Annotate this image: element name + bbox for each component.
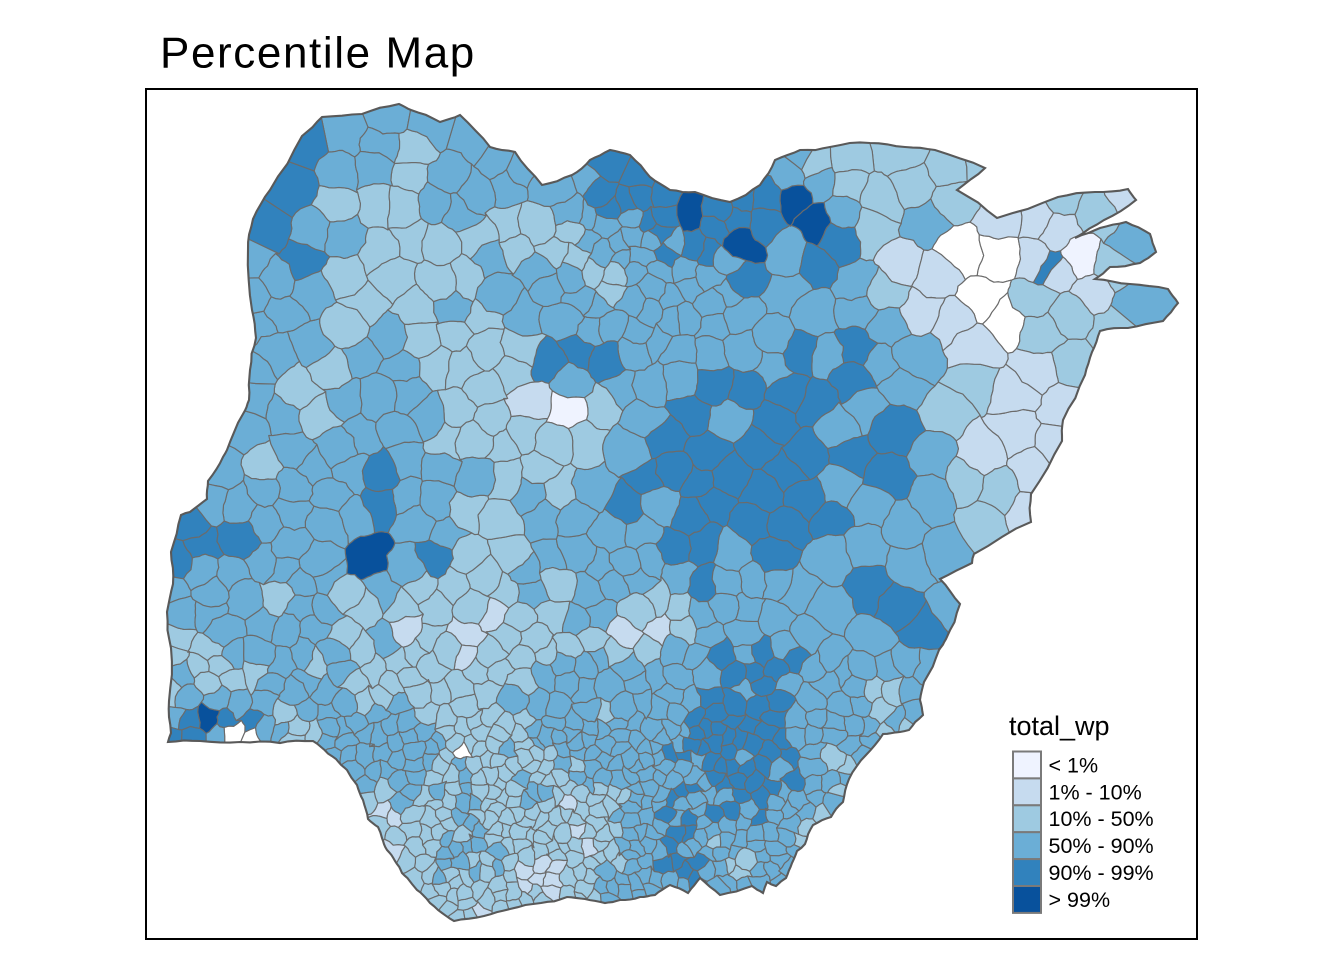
svg-text:50% - 90%: 50% - 90% [1049, 834, 1154, 858]
svg-text:total_wp: total_wp [1009, 711, 1110, 741]
svg-text:90% - 99%: 90% - 99% [1049, 861, 1154, 885]
svg-text:Percentile Map: Percentile Map [160, 29, 476, 78]
svg-text:10% - 50%: 10% - 50% [1049, 807, 1154, 831]
svg-text:> 99%: > 99% [1049, 888, 1111, 912]
svg-text:1% - 10%: 1% - 10% [1049, 780, 1142, 804]
svg-text:< 1%: < 1% [1049, 754, 1099, 778]
